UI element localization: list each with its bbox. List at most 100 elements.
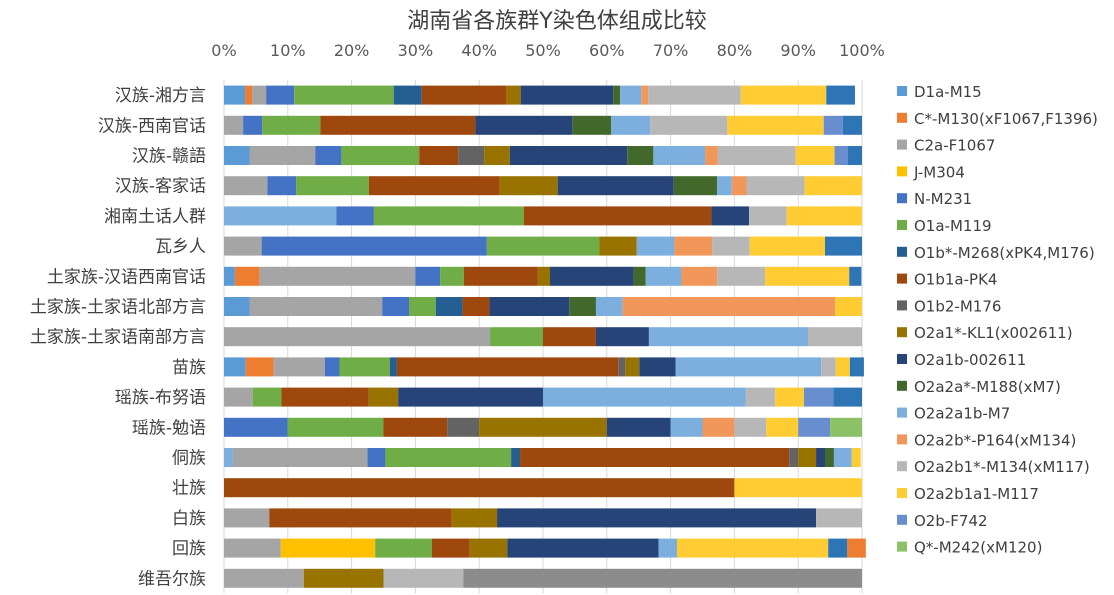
bar-segment: [717, 176, 732, 196]
bar-segment: [324, 357, 340, 377]
bar-segment: [717, 266, 766, 286]
legend: D1a-M15 C*-M130(xF1067,F1396) C2a-F1067 J-M…: [897, 83, 1098, 557]
bar-segment: [675, 357, 822, 377]
legend-label: O2a1b-002611: [914, 351, 1026, 369]
bar-segment: [232, 448, 368, 467]
legend-label: O1b1a-PK4: [914, 271, 997, 289]
bar-segment: [249, 297, 383, 316]
bar-segment: [224, 115, 244, 135]
bar-segment: [262, 115, 321, 135]
bar-segment: [828, 538, 848, 558]
bars: [224, 85, 866, 588]
bar-segment: [224, 508, 270, 528]
bar-segment: [224, 538, 281, 558]
bar-segment: [252, 85, 267, 105]
bar-segment: [383, 568, 464, 588]
bar-segment: [245, 357, 274, 377]
bar-segment: [824, 236, 862, 256]
x-tick-label: 60%: [589, 41, 625, 60]
legend-swatch: [897, 300, 907, 311]
bar-segment: [224, 297, 250, 316]
bar-segment: [303, 568, 384, 588]
bar-segment: [851, 448, 861, 467]
bar-segment: [731, 176, 747, 196]
bar-segment: [339, 357, 390, 377]
bar-segment: [804, 176, 862, 196]
category-label: 壮族: [172, 479, 206, 499]
bar-segment: [727, 115, 824, 135]
bar-segment: [847, 146, 862, 165]
x-tick-label: 40%: [461, 41, 497, 60]
bar-segment: [645, 266, 682, 286]
bar-segment: [650, 115, 728, 135]
bar-segment: [269, 508, 452, 528]
bar-segment: [224, 85, 246, 105]
bar-segment: [835, 357, 850, 377]
legend-swatch: [897, 380, 907, 391]
x-tick-label: 80%: [717, 41, 753, 60]
bar-segment: [315, 146, 342, 165]
bar-segment: [367, 448, 386, 467]
category-label: 侗族: [172, 449, 206, 469]
bar-segment: [421, 85, 507, 105]
legend-swatch: [897, 273, 907, 284]
x-tick-label: 30%: [398, 41, 434, 60]
category-label: 湘南土话人群: [104, 207, 206, 227]
bar-segment: [249, 146, 316, 165]
bar-segment: [486, 236, 600, 256]
legend-label: J-M304: [913, 163, 965, 181]
legend-swatch: [897, 166, 907, 177]
legend-swatch: [897, 220, 907, 230]
bar-segment: [606, 417, 671, 437]
bar-segment: [681, 266, 718, 286]
bar-segment: [835, 297, 862, 316]
bar-segment: [393, 85, 422, 105]
bar-segment: [462, 297, 490, 316]
legend-swatch: [897, 434, 907, 445]
bar-segment: [245, 85, 253, 105]
legend-swatch: [897, 139, 907, 150]
bar-segment: [550, 266, 634, 286]
bar-segment: [479, 417, 607, 437]
bar-segment: [673, 176, 718, 196]
bar-segment: [368, 387, 399, 407]
bar-segment: [463, 266, 538, 286]
legend-swatch: [897, 193, 907, 204]
legend-label: O1a-M119: [914, 217, 992, 235]
bar-segment: [823, 115, 843, 135]
bar-segment: [795, 146, 835, 165]
bar-segment: [543, 387, 746, 407]
legend-label: O2a2b1a1-M117: [914, 485, 1039, 503]
legend-label: O2a1*-KL1(x002611): [914, 324, 1073, 342]
bar-segment: [625, 357, 640, 377]
bar-segment: [224, 327, 491, 347]
category-label: 汉族-湘方言: [115, 86, 206, 106]
bar-segment: [266, 85, 295, 105]
category-label: 汉族-西南官话: [98, 116, 206, 136]
x-tick-label: 70%: [653, 41, 689, 60]
bar-segment: [842, 115, 862, 135]
bar-segment: [775, 387, 804, 407]
bar-segment: [497, 508, 817, 528]
legend-label: C*-M130(xF1067,F1396): [914, 110, 1098, 128]
bar-segment: [789, 448, 799, 467]
category-label: 瓦乡人: [155, 237, 206, 257]
bar-segment: [419, 146, 459, 165]
bar-segment: [595, 327, 649, 347]
bar-segment: [506, 85, 521, 105]
bar-segment: [243, 115, 263, 135]
bar-segment: [702, 417, 735, 437]
bar-segment: [620, 85, 642, 105]
bar-segment: [648, 327, 809, 347]
bar-segment: [766, 417, 799, 437]
bar-segment: [475, 115, 573, 135]
category-label: 瑶族-布努语: [115, 388, 206, 408]
bar-segment: [409, 297, 436, 316]
bar-segment: [572, 115, 612, 135]
bar-segment: [816, 448, 825, 467]
bar-segment: [618, 357, 626, 377]
bar-segment: [447, 417, 480, 437]
legend-label: D1a-M15: [914, 83, 982, 101]
bar-segment: [507, 538, 659, 558]
